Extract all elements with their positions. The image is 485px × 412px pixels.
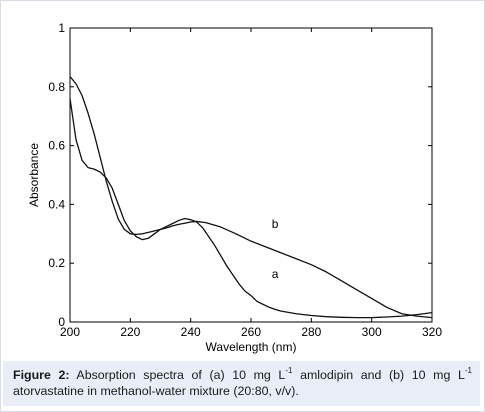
annotation-group: ab [272, 217, 279, 281]
series-group [70, 77, 432, 318]
caption-line-1: Figure 2: Absorption spectra of (a) 10 m… [13, 367, 472, 383]
y-tick-label: 0.6 [48, 139, 65, 153]
x-tick-label: 300 [362, 325, 382, 339]
y-tick-label: 1 [58, 21, 65, 35]
x-axis-ticks: 200 220 240 260 280 300 320 [60, 28, 442, 339]
series-line-a [70, 99, 432, 318]
plot-area [70, 28, 432, 322]
caption-superscript-2: -1 [465, 366, 472, 375]
y-tick-label: 0.4 [48, 197, 65, 211]
x-tick-label: 280 [301, 325, 321, 339]
series-annotation-a: a [272, 267, 279, 281]
series-line-b [70, 77, 432, 318]
y-axis-ticks: 0 0.2 0.4 0.6 0.8 1 [48, 21, 432, 329]
caption-text-part-2: amlodipin and (b) 10 mg L [292, 368, 464, 382]
series-annotation-b: b [272, 217, 279, 231]
y-tick-label: 0 [58, 315, 65, 329]
y-tick-label: 0.8 [48, 80, 65, 94]
x-tick-label: 320 [422, 325, 442, 339]
x-tick-label: 220 [120, 325, 140, 339]
figure-caption: Figure 2: Absorption spectra of (a) 10 m… [3, 361, 480, 406]
x-axis-label: Wavelength (nm) [206, 340, 297, 354]
caption-text-part-1: Absorption spectra of (a) 10 mg L [70, 368, 286, 382]
x-tick-label: 240 [181, 325, 201, 339]
absorption-spectra-chart: 200 220 240 260 280 300 320 00.20.40.60.81 ab … [0, 0, 485, 360]
y-axis-label: Absorbance [27, 143, 41, 207]
y-tick-label: 0.2 [48, 256, 65, 270]
caption-line-2: atorvastatine in methanol-water mixture … [13, 383, 472, 399]
caption-label: Figure 2: [13, 368, 70, 382]
x-tick-label: 260 [241, 325, 261, 339]
caption-superscript-1: -1 [285, 366, 292, 375]
